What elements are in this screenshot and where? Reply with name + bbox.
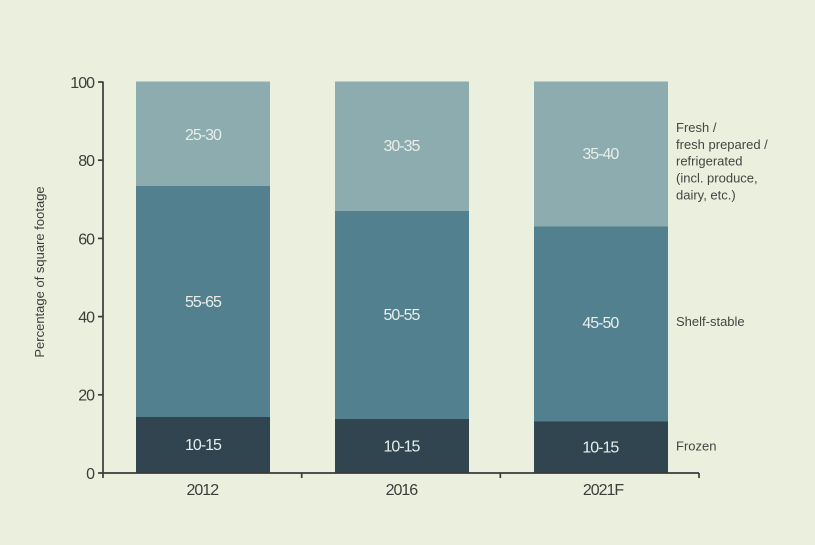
svg-text:45-50: 45-50 — [582, 315, 619, 332]
svg-text:100: 100 — [70, 75, 95, 92]
svg-text:10-15: 10-15 — [185, 437, 222, 454]
svg-text:dairy, etc.): dairy, etc.) — [676, 188, 736, 203]
svg-text:60: 60 — [78, 231, 95, 248]
svg-text:80: 80 — [78, 153, 95, 170]
svg-text:Percentage of square footage: Percentage of square footage — [32, 186, 47, 357]
svg-text:Frozen: Frozen — [676, 438, 716, 453]
svg-text:Shelf-stable: Shelf-stable — [676, 314, 745, 329]
svg-text:Fresh /: Fresh / — [676, 120, 717, 135]
svg-text:0: 0 — [86, 466, 95, 483]
svg-text:50-55: 50-55 — [383, 307, 420, 324]
svg-text:20: 20 — [78, 388, 95, 405]
svg-text:2012: 2012 — [187, 482, 220, 499]
svg-text:10-15: 10-15 — [383, 439, 420, 456]
svg-text:35-40: 35-40 — [582, 146, 619, 163]
svg-text:2016: 2016 — [386, 482, 419, 499]
svg-text:2021F: 2021F — [583, 482, 625, 499]
svg-text:refrigerated: refrigerated — [676, 154, 742, 169]
svg-text:30-35: 30-35 — [383, 138, 420, 155]
svg-text:10-15: 10-15 — [582, 440, 619, 457]
svg-text:fresh prepared /: fresh prepared / — [676, 137, 768, 152]
svg-text:40: 40 — [78, 310, 95, 327]
svg-text:(incl. produce,: (incl. produce, — [676, 171, 758, 186]
svg-text:55-65: 55-65 — [185, 294, 222, 311]
svg-text:25-30: 25-30 — [185, 127, 222, 144]
